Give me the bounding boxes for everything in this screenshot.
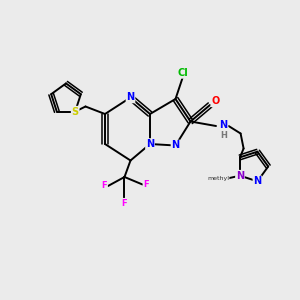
Text: F: F (143, 180, 149, 189)
Text: N: N (146, 139, 154, 149)
Text: Cl: Cl (178, 68, 188, 78)
Text: methyl: methyl (207, 176, 229, 181)
Text: S: S (72, 106, 79, 117)
Text: F: F (102, 182, 107, 190)
Text: O: O (211, 96, 220, 106)
Text: N: N (171, 140, 180, 151)
Text: N: N (254, 176, 262, 186)
Text: F: F (122, 199, 127, 208)
Text: N: N (236, 171, 244, 181)
Text: H: H (220, 131, 227, 140)
Text: N: N (126, 92, 135, 103)
Text: N: N (219, 120, 228, 130)
